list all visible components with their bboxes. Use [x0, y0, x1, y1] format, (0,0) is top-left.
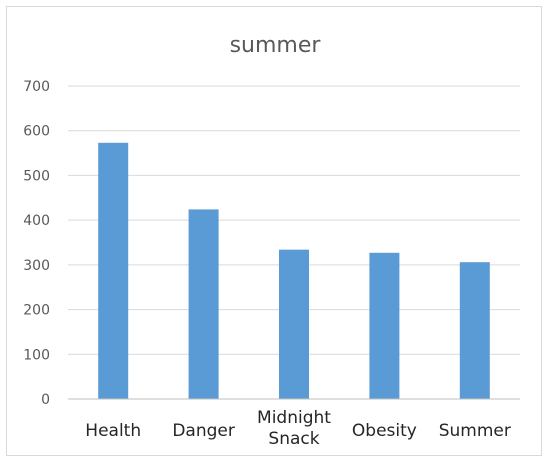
- y-tick-label-700: 700: [23, 79, 50, 95]
- chart-frame: [6, 6, 542, 456]
- bars: [98, 142, 490, 399]
- x-category-label-line: Snack: [268, 429, 319, 449]
- bar-danger: [188, 209, 219, 399]
- y-tick-label-300: 300: [23, 258, 50, 274]
- x-category-label-health: Health: [85, 421, 141, 441]
- x-category-label-danger: Danger: [172, 421, 235, 441]
- y-tick-label-200: 200: [23, 303, 50, 319]
- gridlines: [68, 85, 520, 355]
- y-tick-label-400: 400: [23, 213, 50, 229]
- chart-title: summer: [230, 33, 322, 58]
- y-tick-label-500: 500: [23, 168, 50, 184]
- y-axis-ticks: 0 100 200 300 400 500 600 700: [23, 79, 50, 408]
- x-category-label-summer: Summer: [439, 421, 511, 441]
- bar-health: [98, 142, 129, 399]
- bar-summer: [459, 262, 490, 399]
- bar-midnight-snack: [279, 249, 309, 399]
- y-tick-label-600: 600: [23, 124, 50, 140]
- bar-obesity: [369, 252, 400, 399]
- x-category-label-obesity: Obesity: [352, 421, 417, 441]
- x-category-label-midnight-snack: Midnight Snack: [257, 408, 331, 449]
- x-axis-categories: Health Danger Midnight Snack Obesity Summer: [85, 408, 511, 449]
- y-tick-label-100: 100: [23, 347, 50, 363]
- y-tick-label-0: 0: [41, 392, 50, 408]
- x-category-label-line: Midnight: [257, 408, 331, 428]
